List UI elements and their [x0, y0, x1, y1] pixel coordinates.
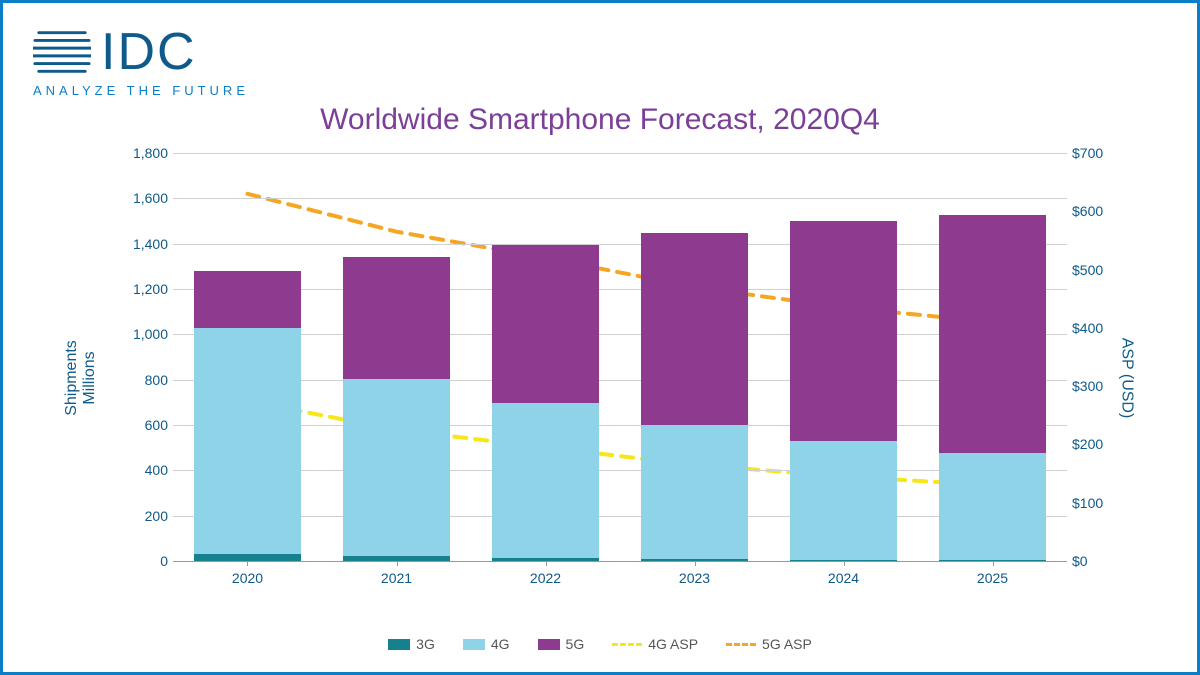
bar-group [790, 221, 897, 561]
y-tick-right: $400 [1072, 320, 1117, 336]
bar-segment-4G [641, 425, 748, 559]
bar-group [939, 215, 1046, 561]
y-tick-right: $700 [1072, 145, 1117, 161]
x-tick: 2025 [977, 570, 1008, 586]
legend-label: 3G [416, 636, 435, 652]
y-tick-left: 1,600 [118, 190, 168, 206]
bar-segment-5G [492, 245, 599, 404]
x-tick: 2021 [381, 570, 412, 586]
bar-group [492, 245, 599, 561]
y-tick-left: 800 [118, 372, 168, 388]
legend-item: 4G ASP [612, 636, 698, 652]
bar-group [641, 233, 748, 561]
y-tick-left: 600 [118, 417, 168, 433]
y-tick-left: 400 [118, 462, 168, 478]
y-tick-right: $600 [1072, 203, 1117, 219]
bar-segment-4G [343, 379, 450, 556]
legend-item: 4G [463, 636, 510, 652]
y-tick-right: $300 [1072, 378, 1117, 394]
x-tick: 2024 [828, 570, 859, 586]
logo-block: IDC ANALYZE THE FUTURE [33, 23, 249, 98]
bar-segment-3G [194, 554, 301, 561]
y-axis-right-label: ASP (USD) [1118, 337, 1136, 418]
logo-text: IDC [101, 26, 197, 78]
legend-swatch-icon [538, 639, 560, 650]
bar-group [194, 271, 301, 561]
logo-tagline: ANALYZE THE FUTURE [33, 83, 249, 98]
x-tick: 2022 [530, 570, 561, 586]
bar-segment-4G [790, 441, 897, 560]
chart-container: IDC ANALYZE THE FUTURE Worldwide Smartph… [0, 0, 1200, 675]
plot-area: 02004006008001,0001,2001,4001,6001,800$0… [173, 153, 1067, 562]
legend-item: 5G ASP [726, 636, 812, 652]
y-tick-right: $500 [1072, 262, 1117, 278]
legend-dash-icon [726, 643, 756, 646]
legend-label: 5G ASP [762, 636, 812, 652]
gridline [173, 198, 1067, 199]
bar-segment-5G [939, 215, 1046, 453]
legend-label: 5G [566, 636, 585, 652]
y-tick-left: 0 [118, 553, 168, 569]
bar-segment-5G [790, 221, 897, 441]
bar-segment-4G [194, 328, 301, 555]
chart-legend: 3G 4G 5G 4G ASP 5G ASP [3, 636, 1197, 652]
bar-segment-4G [492, 403, 599, 557]
bar-segment-5G [194, 271, 301, 328]
x-tick: 2023 [679, 570, 710, 586]
legend-swatch-icon [388, 639, 410, 650]
chart-title: Worldwide Smartphone Forecast, 2020Q4 [3, 103, 1197, 137]
bar-segment-5G [641, 233, 748, 426]
gridline [173, 516, 1067, 517]
chart-area: Shipments Millions ASP (USD) 02004006008… [93, 153, 1127, 602]
gridline [173, 153, 1067, 154]
y-tick-left: 1,400 [118, 236, 168, 252]
y-axis-left-label: Shipments Millions [63, 340, 99, 416]
legend-label: 4G ASP [648, 636, 698, 652]
x-tick: 2020 [232, 570, 263, 586]
gridline [173, 425, 1067, 426]
line-overlay [173, 153, 1067, 561]
bar-segment-5G [343, 257, 450, 379]
y-tick-left: 1,200 [118, 281, 168, 297]
bar-group [343, 257, 450, 561]
legend-item: 5G [538, 636, 585, 652]
legend-swatch-icon [463, 639, 485, 650]
y-tick-right: $100 [1072, 495, 1117, 511]
y-tick-left: 200 [118, 508, 168, 524]
y-tick-left: 1,800 [118, 145, 168, 161]
y-tick-right: $0 [1072, 553, 1117, 569]
gridline [173, 289, 1067, 290]
gridline [173, 334, 1067, 335]
bar-segment-4G [939, 453, 1046, 561]
gridline [173, 244, 1067, 245]
gridline [173, 470, 1067, 471]
legend-label: 4G [491, 636, 510, 652]
gridline [173, 380, 1067, 381]
y-tick-right: $200 [1072, 436, 1117, 452]
legend-dash-icon [612, 643, 642, 646]
legend-item: 3G [388, 636, 435, 652]
idc-globe-icon [33, 23, 91, 81]
y-tick-left: 1,000 [118, 326, 168, 342]
